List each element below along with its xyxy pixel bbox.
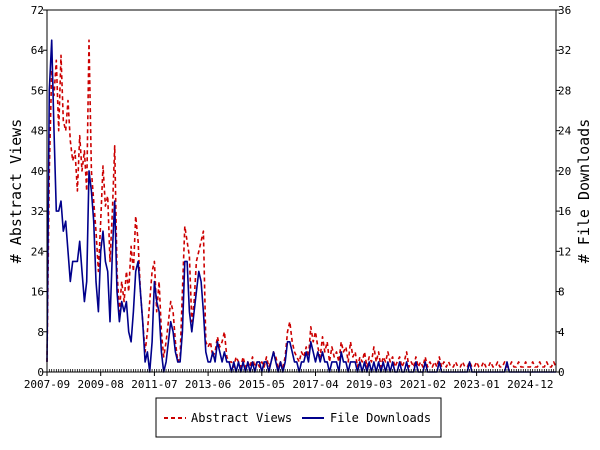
series-line-file-downloads bbox=[46, 39, 556, 373]
x-tick-label: 2009-08 bbox=[78, 378, 124, 391]
y-left-tick-label: 32 bbox=[31, 205, 44, 218]
legend-box bbox=[155, 397, 442, 438]
legend-label-file-downloads: File Downloads bbox=[330, 411, 431, 425]
y-left-axis: 0 8 16 24 32 40 48 56 64 72 bbox=[31, 4, 47, 379]
y-left-axis-title: # Abstract Views bbox=[7, 119, 25, 264]
x-tick-label: 2011-07 bbox=[131, 378, 177, 391]
x-tick-label: 2023-01 bbox=[453, 378, 499, 391]
y-right-tick-label: 36 bbox=[558, 4, 571, 17]
y-left-tick-label: 64 bbox=[31, 44, 45, 57]
x-minor-ticks bbox=[46, 369, 557, 372]
legend-label-abstract-views: Abstract Views bbox=[191, 411, 292, 425]
y-right-tick-label: 4 bbox=[558, 326, 565, 339]
y-right-tick-label: 0 bbox=[558, 366, 565, 379]
y-right-tick-label: 16 bbox=[558, 205, 571, 218]
x-tick-label: 2013-06 bbox=[185, 378, 231, 391]
y-right-tick-label: 32 bbox=[558, 44, 571, 57]
y-left-tick-label: 72 bbox=[31, 4, 44, 17]
y-left-tick-label: 48 bbox=[31, 125, 44, 138]
y-left-tick-label: 16 bbox=[31, 286, 44, 299]
x-tick-label: 2021-02 bbox=[400, 378, 446, 391]
x-tick-label: 2015-05 bbox=[239, 378, 285, 391]
y-left-tick-label: 0 bbox=[37, 366, 44, 379]
legend: Abstract Views File Downloads bbox=[155, 397, 442, 438]
x-axis: 2007-09 2009-08 2011-07 2013-06 2015-05 2017-… bbox=[24, 372, 553, 391]
series-layer bbox=[46, 39, 557, 373]
y-right-tick-label: 28 bbox=[558, 84, 571, 97]
y-right-axis-title: # File Downloads bbox=[575, 119, 593, 264]
y-right-axis: 0 4 8 12 16 20 24 28 32 36 bbox=[556, 4, 572, 379]
y-left-tick-label: 40 bbox=[31, 165, 44, 178]
y-left-tick-label: 56 bbox=[31, 84, 44, 97]
x-tick-label: 2019-03 bbox=[346, 378, 392, 391]
x-tick-label: 2024-12 bbox=[507, 378, 553, 391]
y-left-tick-label: 24 bbox=[31, 245, 45, 258]
y-left-tick-label: 8 bbox=[37, 326, 44, 339]
y-right-tick-label: 20 bbox=[558, 165, 571, 178]
y-right-tick-label: 24 bbox=[558, 125, 572, 138]
x-tick-label: 2007-09 bbox=[24, 378, 70, 391]
x-tick-label: 2017-04 bbox=[292, 378, 339, 391]
y-right-tick-label: 12 bbox=[558, 245, 571, 258]
y-right-tick-label: 8 bbox=[558, 286, 565, 299]
